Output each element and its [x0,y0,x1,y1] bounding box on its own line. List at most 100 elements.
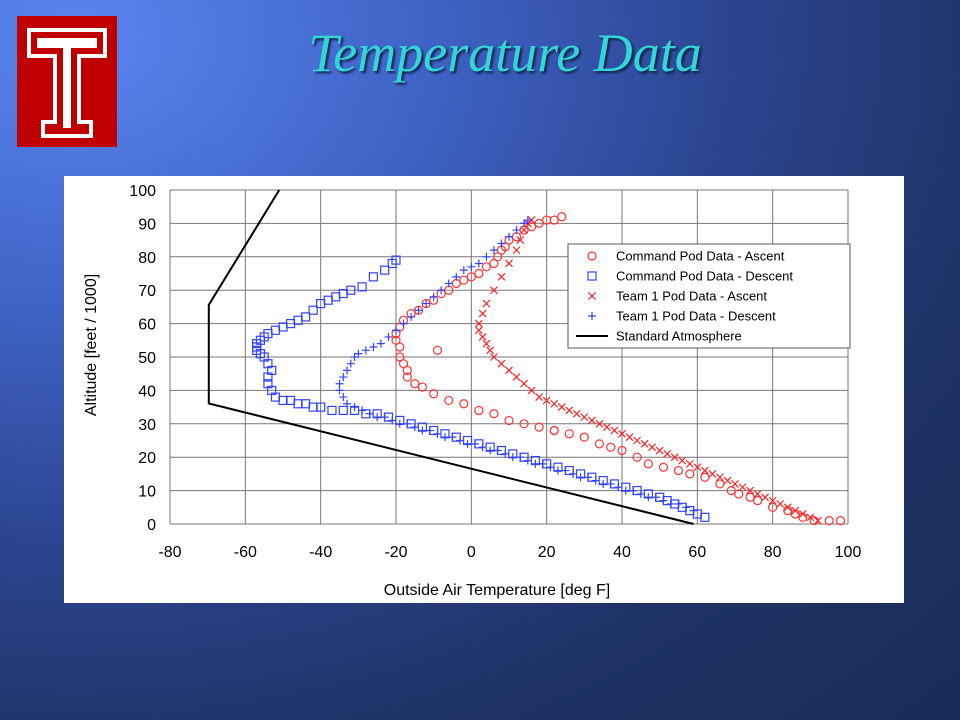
legend-label-standard-atmosphere: Standard Atmosphere [616,329,742,344]
team-1-pod-data-ascent-point [482,339,491,348]
command-pod-data-ascent-point [474,268,484,279]
team-1-pod-data-descent-point [516,453,525,462]
team-1-pod-data-descent-point [489,246,498,255]
y-tick-label: 20 [138,450,156,467]
team-1-pod-data-ascent-point [587,416,596,425]
command-pod-data-ascent-point [734,489,744,499]
chart-svg: -80 -60 -40 -20 0 20 40 60 80 100 0 10 20 30 40 50 60 70 8… [83,183,862,599]
team-1-pod-data-descent-point [335,386,344,395]
team-1-pod-data-ascent-point [678,456,687,465]
command-pod-data-ascent-point [410,379,420,389]
team-1-pod-data-ascent-point [580,413,589,422]
team-1-pod-data-ascent-point [806,513,815,522]
legend-box [567,243,851,349]
team-1-pod-data-descent-point [606,479,615,488]
team-1-pod-data-ascent-point [520,379,528,388]
team-1-pod-data-ascent-point [633,436,641,445]
team-1-pod-data-ascent-point [505,259,513,268]
command-pod-data-ascent-point [481,262,491,272]
command-pod-data-ascent-point [564,429,574,439]
team-1-pod-data-ascent-point [497,359,506,368]
team-1-pod-data-ascent-point [603,423,611,432]
team-1-pod-data-ascent-point [791,506,800,515]
command-pod-data-ascent-point [395,342,405,352]
team-1-pod-data-ascent-point [640,439,649,448]
team-1-pod-data-ascent-point [557,403,566,412]
team-1-pod-data-ascent-point [474,319,483,328]
x-tick-label: 60 [688,544,706,561]
command-pod-data-ascent-point [417,382,427,392]
team-1-pod-data-descent-point [425,426,434,435]
x-tick-label: -60 [234,544,257,561]
team-1-pod-data-descent-point [365,409,374,418]
team-1-pod-data-ascent-point [813,516,822,525]
command-pod-data-ascent-point [432,345,443,355]
team-1-pod-data-ascent-point [542,396,551,405]
team-1-pod-data-ascent-point [550,399,559,408]
legend-label-command-pod-data-ascent: Command Pod Data - Ascent [616,249,785,264]
team-1-pod-data-ascent-point [490,353,498,361]
team-1-pod-data-descent-point [538,459,547,468]
team-1-pod-data-ascent-point [700,466,709,475]
team-1-pod-data-descent-point [448,433,457,442]
x-tick-label: 100 [835,544,862,561]
team-1-pod-data-descent-point [546,463,555,472]
command-pod-data-descent-point [338,288,348,299]
y-tick-label: 30 [138,417,156,434]
legend-label-command-pod-data-descent: Command Pod Data - Descent [616,269,793,284]
command-pod-data-descent-point [700,512,710,522]
command-pod-data-descent-point [331,292,341,302]
team-1-pod-data-descent-point [388,416,397,425]
command-pod-data-ascent-point [658,462,669,472]
team-1-pod-data-ascent-point [670,453,679,462]
x-tick-label: 0 [467,544,476,561]
command-pod-data-ascent-point [745,492,755,502]
team-1-pod-data-descent-point [354,349,363,358]
x-tick-label: -40 [309,544,332,561]
command-pod-data-descent-point [285,395,296,406]
command-pod-data-ascent-point [391,335,401,345]
team-1-pod-data-ascent-point [486,346,495,355]
team-1-pod-data-ascent-point [746,486,754,495]
team-1-pod-data-descent-point [440,433,449,442]
x-tick-label: 40 [613,544,631,561]
team-1-pod-data-descent-point [418,426,427,435]
team-1-pod-data-descent-point [350,353,359,361]
legend-swatch-command-pod-data-descent [587,271,597,281]
team-1-pod-data-ascent-point [753,490,762,498]
command-pod-data-ascent-point [617,445,627,456]
team-1-pod-data-ascent-point [716,473,724,482]
command-pod-data-descent-point [308,402,318,412]
command-pod-data-descent-point [301,399,311,409]
team-1-pod-data-ascent-point [478,309,487,318]
team-1-pod-data-ascent-point [497,272,506,281]
team-1-pod-data-descent-point [689,506,698,515]
team-1-pod-data-descent-point [674,499,683,508]
command-pod-data-descent-point [368,272,378,282]
command-pod-data-descent-point [346,285,356,295]
team-1-pod-data-ascent-point [731,479,739,488]
command-pod-data-ascent-point [466,272,476,282]
command-pod-data-ascent-point [429,389,439,399]
command-pod-data-ascent-point [700,472,710,482]
team-1-pod-data-ascent-point [474,326,483,335]
team-1-pod-data-descent-point [343,366,352,375]
team-1-pod-data-descent-point [433,429,442,438]
temperature-chart: -80 -60 -40 -20 0 20 40 60 80 100 0 10 20 30 40 50 60 70 8… [64,176,904,603]
command-pod-data-ascent-point [643,459,653,469]
team-1-pod-data-descent-point [505,232,513,241]
team-1-pod-data-ascent-point [768,496,777,505]
temple-t-logo [17,16,117,147]
x-tick-label: -20 [384,544,407,561]
team-1-pod-data-descent-point [478,443,487,452]
command-pod-data-descent-point [293,315,303,325]
team-1-pod-data-descent-point [361,346,370,355]
team-1-pod-data-ascent-point [648,443,657,452]
team-1-pod-data-ascent-point [663,449,672,458]
command-pod-data-ascent-point [824,516,834,526]
team-1-pod-data-descent-point [553,466,562,475]
team-1-pod-data-descent-point [682,503,691,512]
team-1-pod-data-ascent-point [572,409,581,418]
team-1-pod-data-descent-point [591,476,600,485]
command-pod-data-descent-point [263,379,273,389]
